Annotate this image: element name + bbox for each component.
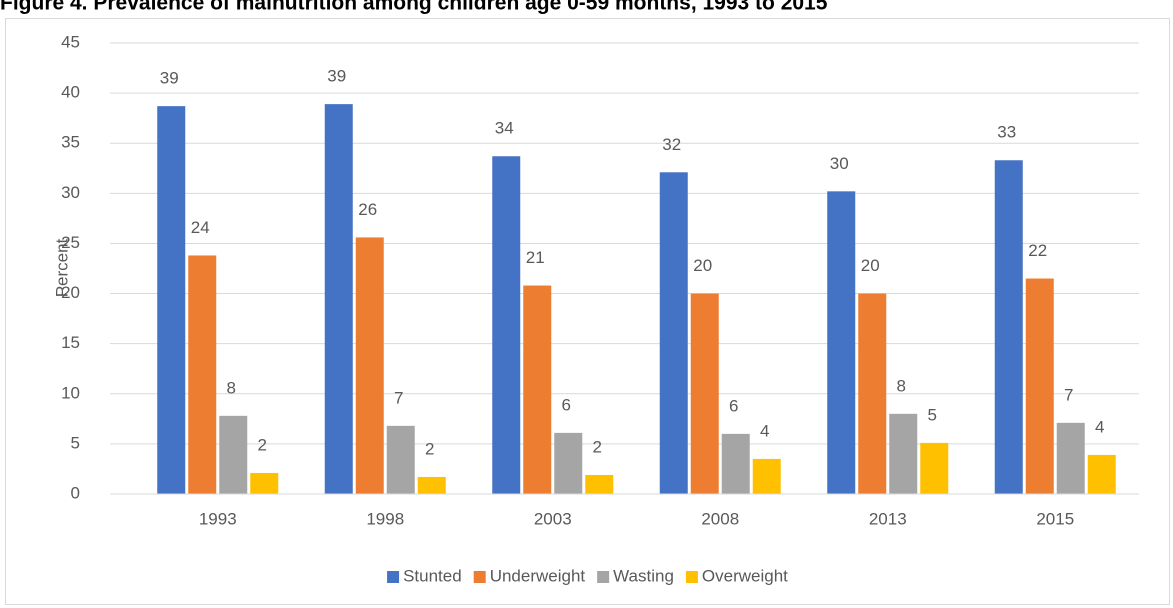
value-label: 4 bbox=[760, 421, 769, 440]
bar bbox=[858, 293, 887, 494]
legend-label: Underweight bbox=[490, 566, 586, 585]
bar bbox=[1025, 278, 1054, 494]
value-label: 33 bbox=[997, 123, 1016, 142]
value-label: 32 bbox=[662, 135, 681, 154]
value-label: 2 bbox=[593, 437, 602, 456]
value-label: 39 bbox=[160, 69, 179, 88]
value-label: 30 bbox=[830, 154, 849, 173]
bar bbox=[889, 413, 918, 494]
legend-label: Overweight bbox=[702, 566, 788, 585]
x-tick-label: 2008 bbox=[701, 509, 739, 528]
x-tick-label: 2003 bbox=[534, 509, 572, 528]
bar bbox=[1087, 454, 1116, 494]
y-tick-label: 15 bbox=[61, 333, 80, 352]
legend-label: Stunted bbox=[403, 566, 462, 585]
bar bbox=[523, 285, 552, 494]
bar bbox=[355, 237, 384, 495]
bar bbox=[157, 106, 186, 494]
y-tick-label: 10 bbox=[61, 383, 80, 402]
legend-swatch bbox=[597, 571, 610, 583]
y-tick-label: 25 bbox=[61, 233, 80, 252]
bar bbox=[585, 474, 614, 494]
value-label: 39 bbox=[327, 67, 346, 86]
chart-title: Figure 4. Prevalence of malnutrition amo… bbox=[0, 0, 828, 15]
bar bbox=[492, 156, 521, 495]
y-tick-label: 45 bbox=[61, 32, 80, 51]
bar bbox=[659, 172, 688, 494]
bar bbox=[417, 476, 446, 494]
value-label: 20 bbox=[861, 256, 880, 275]
value-label: 20 bbox=[693, 256, 712, 275]
value-label: 5 bbox=[928, 405, 937, 424]
bar bbox=[827, 191, 856, 494]
legend-label: Wasting bbox=[613, 566, 674, 585]
y-tick-label: 0 bbox=[71, 483, 80, 502]
value-label: 24 bbox=[191, 218, 210, 237]
bar bbox=[1056, 422, 1085, 494]
value-label: 34 bbox=[495, 119, 514, 138]
bar bbox=[752, 458, 781, 494]
bar bbox=[250, 472, 279, 494]
legend-swatch bbox=[685, 571, 698, 583]
value-label: 7 bbox=[1064, 385, 1073, 404]
x-tick-label: 1998 bbox=[366, 509, 404, 528]
bar bbox=[721, 433, 750, 494]
value-label: 26 bbox=[358, 200, 377, 219]
bar bbox=[188, 255, 217, 494]
y-tick-label: 40 bbox=[61, 83, 80, 102]
value-label: 22 bbox=[1028, 241, 1047, 260]
bar bbox=[690, 293, 719, 494]
y-axis-label: Percent bbox=[52, 238, 71, 297]
value-label: 21 bbox=[526, 248, 545, 267]
legend-swatch bbox=[387, 571, 400, 583]
y-tick-label: 20 bbox=[61, 283, 80, 302]
value-label: 8 bbox=[227, 378, 236, 397]
y-tick-label: 5 bbox=[71, 433, 80, 452]
bar bbox=[219, 415, 248, 494]
x-tick-label: 1993 bbox=[199, 509, 237, 528]
bar bbox=[386, 425, 415, 494]
value-label: 7 bbox=[394, 388, 403, 407]
bar bbox=[554, 432, 583, 494]
bar bbox=[324, 104, 353, 494]
value-label: 4 bbox=[1095, 417, 1104, 436]
x-tick-label: 2015 bbox=[1036, 509, 1074, 528]
x-tick-label: 2013 bbox=[869, 509, 907, 528]
y-tick-label: 35 bbox=[61, 133, 80, 152]
value-label: 6 bbox=[729, 396, 738, 415]
y-tick-label: 30 bbox=[61, 183, 80, 202]
value-label: 2 bbox=[425, 439, 434, 458]
bar bbox=[994, 160, 1023, 494]
value-label: 8 bbox=[897, 376, 906, 395]
value-label: 2 bbox=[258, 435, 267, 454]
legend-swatch bbox=[473, 571, 486, 583]
bar bbox=[920, 442, 949, 494]
value-label: 6 bbox=[562, 395, 571, 414]
